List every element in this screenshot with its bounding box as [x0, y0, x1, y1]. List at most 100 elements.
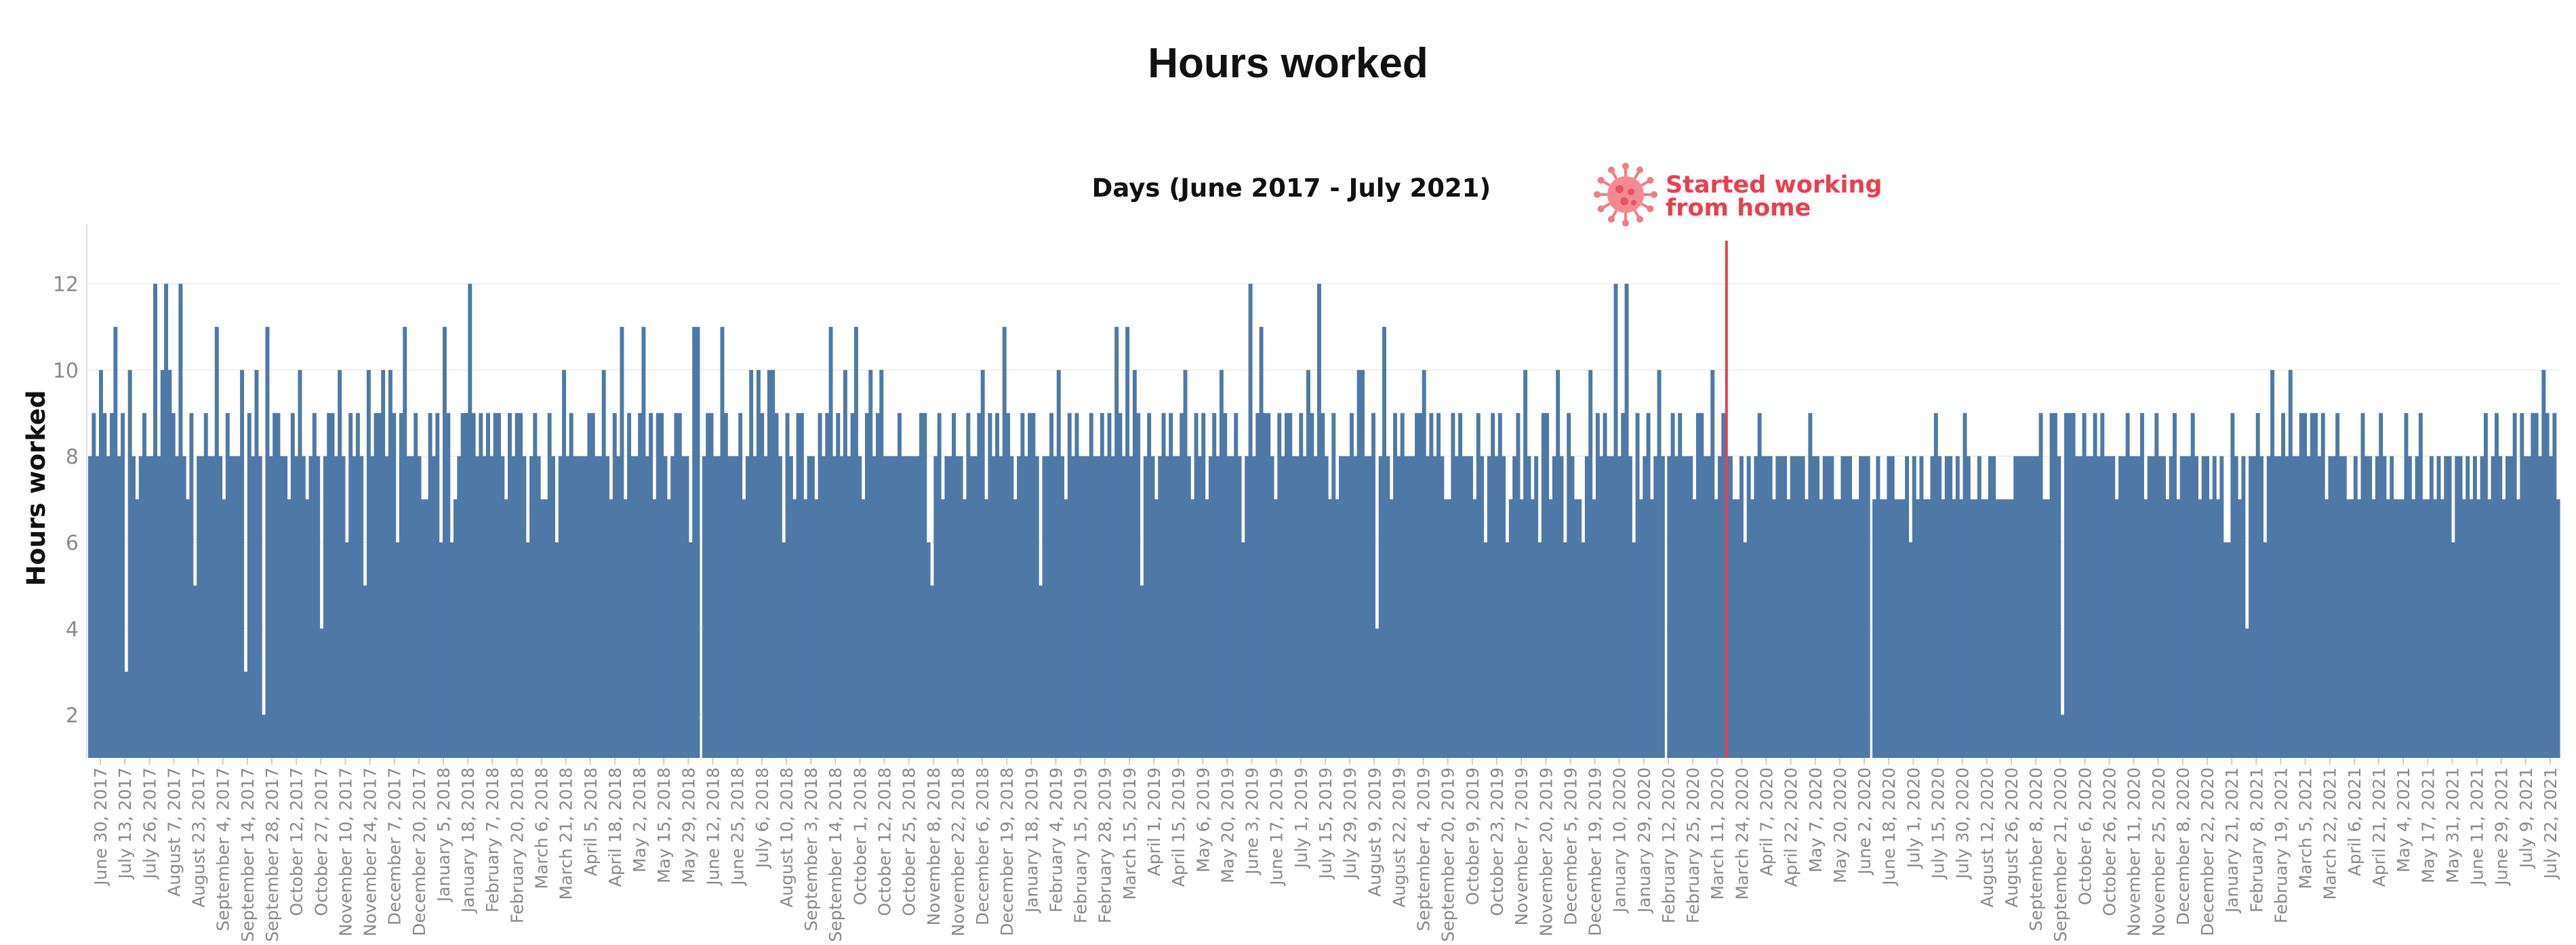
- bar: [2498, 456, 2503, 758]
- bar: [1826, 456, 1831, 758]
- bar: [1443, 499, 1448, 758]
- bar: [1703, 456, 1708, 758]
- bar: [1944, 456, 1949, 758]
- bar: [2552, 413, 2557, 758]
- bar: [590, 413, 595, 758]
- x-tick-label: September 14, 2017: [238, 767, 258, 942]
- bar: [908, 456, 912, 758]
- bar: [2325, 499, 2329, 758]
- bar: [2118, 456, 2122, 758]
- bar: [2194, 456, 2198, 758]
- bar: [424, 499, 429, 758]
- bar: [1045, 456, 1050, 758]
- bar: [1205, 499, 1209, 758]
- bar: [2386, 499, 2390, 758]
- bar: [980, 369, 985, 759]
- x-tick-label: August 26, 2020: [2002, 767, 2021, 908]
- bar: [153, 283, 157, 759]
- bar: [1194, 413, 1199, 758]
- bar: [1905, 456, 1910, 758]
- bar: [1685, 456, 1689, 758]
- bar: [1259, 327, 1264, 758]
- bar: [1502, 456, 1506, 758]
- bar: [1284, 413, 1289, 758]
- bar: [2165, 499, 2170, 758]
- bar: [1306, 369, 1310, 759]
- bar: [99, 369, 103, 759]
- bar: [1183, 369, 1188, 759]
- bar: [803, 499, 808, 758]
- x-tick-label: August 12, 2020: [1977, 767, 1997, 908]
- bar: [167, 369, 172, 759]
- bar: [1595, 413, 1600, 758]
- bar: [872, 456, 877, 758]
- bar: [1670, 413, 1675, 758]
- bar: [1310, 413, 1314, 758]
- bar: [374, 413, 378, 758]
- bar: [1024, 456, 1028, 758]
- bar: [2074, 456, 2079, 758]
- bar: [1610, 456, 1615, 758]
- x-tick-label: December 7, 2017: [385, 767, 405, 925]
- x-tick-label: February 4, 2019: [1047, 767, 1066, 912]
- bar: [760, 413, 765, 758]
- bar: [1440, 456, 1445, 758]
- bar: [2038, 413, 2043, 758]
- bar: [276, 413, 281, 758]
- bar: [2020, 456, 2025, 758]
- bar: [1876, 456, 1880, 758]
- x-tick-label: November 8, 2018: [924, 767, 944, 925]
- bar: [471, 413, 476, 758]
- bar: [788, 456, 793, 758]
- bar: [832, 456, 837, 758]
- bar: [1667, 456, 1672, 758]
- bar: [767, 369, 771, 759]
- bar: [1941, 499, 1946, 758]
- bar: [493, 413, 498, 758]
- x-tick-label: July 9, 2021: [2516, 767, 2536, 869]
- bar: [406, 456, 411, 758]
- x-tick-label: March 22, 2021: [2320, 767, 2340, 900]
- bar: [738, 413, 743, 758]
- bar: [1808, 413, 1813, 758]
- bar: [1480, 456, 1485, 758]
- bar: [948, 456, 952, 758]
- bar: [1948, 456, 1953, 758]
- bar: [2537, 456, 2542, 758]
- bar: [1916, 499, 1920, 758]
- bar: [1822, 456, 1827, 758]
- bar: [1361, 369, 1365, 759]
- bar: [2129, 456, 2133, 758]
- bar: [222, 499, 226, 758]
- bar: [562, 369, 566, 759]
- bar: [1811, 456, 1816, 758]
- bar: [1161, 413, 1166, 758]
- bar: [1992, 456, 1996, 758]
- bar: [2314, 413, 2318, 758]
- x-tick-label: September 4, 2019: [1414, 767, 1434, 931]
- bar: [1418, 413, 1423, 758]
- bar: [771, 369, 776, 759]
- bar: [1483, 542, 1488, 758]
- bar: [2162, 456, 2166, 758]
- bar: [2158, 456, 2162, 758]
- bar: [178, 283, 183, 759]
- bar: [1692, 499, 1697, 758]
- bar: [1790, 456, 1794, 758]
- bar: [1064, 499, 1068, 758]
- x-tick-label: November 24, 2017: [361, 767, 380, 936]
- x-tick-label: April 18, 2018: [605, 767, 625, 887]
- bar: [620, 327, 624, 758]
- bar: [893, 456, 898, 758]
- bar: [92, 413, 96, 758]
- bar: [2035, 456, 2040, 758]
- bar: [2198, 499, 2202, 758]
- bar: [1426, 456, 1430, 758]
- bar: [955, 456, 960, 758]
- bar: [464, 413, 468, 758]
- bar: [944, 456, 949, 758]
- bar: [681, 456, 686, 758]
- bar: [2331, 456, 2336, 758]
- bar: [189, 413, 194, 758]
- x-tick-label: May 20, 2020: [1830, 767, 1850, 883]
